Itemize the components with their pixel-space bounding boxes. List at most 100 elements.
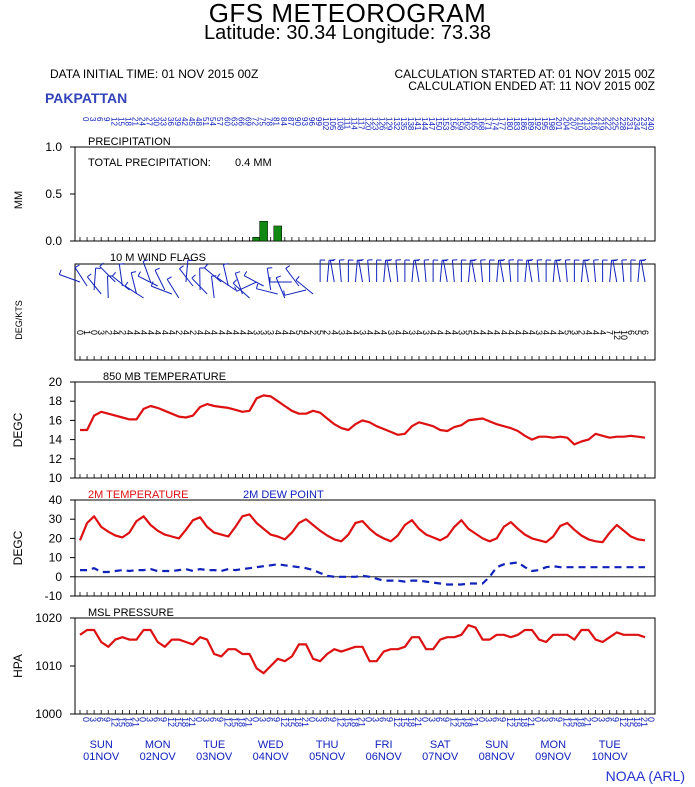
wind-speed-label: 4 <box>195 330 205 335</box>
day-date-label: 09NOV <box>535 751 572 763</box>
top-hour-label: 81 <box>272 117 281 126</box>
wind-barb <box>166 279 180 299</box>
wind-barb-flag <box>285 265 291 269</box>
bottom-hour-label: 9 <box>441 717 451 722</box>
wind-barb <box>536 260 540 283</box>
wind-barb <box>386 260 392 283</box>
wind-barb <box>480 260 484 283</box>
bottom-hour-label: 21 <box>356 717 366 727</box>
wind-barb <box>508 260 512 283</box>
wind-barb-flag <box>223 263 229 266</box>
y-tick-label: -10 <box>45 589 63 603</box>
bottom-hour-label: 15 <box>286 717 296 727</box>
wind-barb-flag <box>142 259 149 262</box>
y-tick-label: 14 <box>49 433 63 447</box>
wind-barb <box>621 260 625 283</box>
top-hour-label: 93 <box>300 117 309 126</box>
y-tick-label: 1000 <box>35 707 62 721</box>
wind-speed-label: 10 <box>619 330 629 340</box>
bottom-hour-label: 0 <box>81 717 91 722</box>
day-date-label: 01NOV <box>83 751 120 763</box>
wind-speed-label: 4 <box>280 330 290 335</box>
top-hour-label: 9 <box>102 117 111 122</box>
wind-speed-label: 4 <box>506 330 516 335</box>
wind-barb <box>118 264 123 287</box>
precip-bar <box>259 221 268 242</box>
credit-label: NOAA (ARL) <box>605 768 685 784</box>
bottom-hour-label: 9 <box>159 717 169 722</box>
top-hour-label: 204 <box>561 117 570 131</box>
wind-barb <box>142 261 152 283</box>
bottom-hour-label: 9 <box>498 717 508 722</box>
bottom-hour-label: 12 <box>448 717 458 727</box>
top-hour-label: 132 <box>392 117 401 131</box>
top-hour-label: 228 <box>618 117 627 131</box>
wind-barb <box>439 260 443 283</box>
top-hour-label: 162 <box>462 117 471 131</box>
top-hour-label: 78 <box>265 117 274 126</box>
wind-ylabel: DEG/KTS <box>14 300 24 340</box>
bottom-hour-label: 21 <box>526 717 536 727</box>
bottom-hour-label: 0 <box>251 717 261 722</box>
wind-speed-label: 4 <box>350 330 360 335</box>
bottom-hour-label: 9 <box>272 717 282 722</box>
top-hour-label: 24 <box>138 117 147 126</box>
wind-speed-label: 5 <box>294 330 304 335</box>
top-hour-label: 42 <box>180 117 189 126</box>
wind-barb <box>99 266 116 283</box>
bottom-hour-label: 3 <box>314 717 324 722</box>
wind-barb-flag <box>216 273 221 278</box>
top-hour-label: 12 <box>109 117 118 126</box>
wind-speed-label: 5 <box>562 330 572 335</box>
wind-speed-label: 4 <box>202 330 212 335</box>
t2m-legend: 2M TEMPERATURE <box>88 489 188 501</box>
wind-barb <box>358 260 363 283</box>
bottom-hour-label: 12 <box>166 717 176 727</box>
wind-frame <box>74 263 656 361</box>
bottom-hour-label: 3 <box>484 717 494 722</box>
bottom-hour-label: 12 <box>335 717 345 727</box>
wind-speed-label: 4 <box>181 330 191 335</box>
top-hour-label: 51 <box>201 117 210 126</box>
wind-barb <box>185 260 189 283</box>
top-hour-label: 219 <box>597 117 606 131</box>
y-tick-label: 16 <box>49 413 63 427</box>
bottom-hour-label: 0 <box>590 717 600 722</box>
wind-barb <box>154 270 166 291</box>
wind-barb <box>59 274 81 283</box>
wind-speed-label: 4 <box>365 330 375 335</box>
wind-barb <box>564 260 568 283</box>
wind-speed-label: 4 <box>160 330 170 335</box>
wind-speed-label: 1 <box>82 330 92 335</box>
bottom-hour-label: 0 <box>194 717 204 722</box>
top-hour-label: 126 <box>378 117 387 131</box>
wind-barb-flag <box>330 259 336 261</box>
wind-barb <box>527 260 533 283</box>
wind-barb <box>285 268 300 287</box>
top-hour-label: 3 <box>88 117 97 122</box>
wind-barb-flag <box>179 265 184 270</box>
wind-barb <box>423 260 427 283</box>
bottom-hour-label: 9 <box>215 717 225 722</box>
calculation-started: CALCULATION STARTED AT: 01 NOV 2015 00Z <box>394 67 655 81</box>
wind-speed-label: 6 <box>640 330 650 335</box>
top-hour-label: 21 <box>130 117 139 126</box>
pressure-ylabel: HPA <box>11 654 25 678</box>
bottom-hour-label: 18 <box>236 717 246 727</box>
wind-barb <box>284 289 307 296</box>
wind-speed-label: 6 <box>626 330 636 335</box>
wind-speed-label: 5 <box>463 330 473 335</box>
wind-speed-label: 2 <box>576 330 586 335</box>
wind-speed-label: 4 <box>442 330 452 335</box>
wind-barb <box>580 260 584 283</box>
top-hour-label: 180 <box>505 117 514 131</box>
wind-barb <box>471 260 476 283</box>
top-hour-label: 240 <box>646 117 655 131</box>
wind-barb-flag <box>154 267 160 271</box>
wind-speed-label: 4 <box>598 330 608 335</box>
wind-speed-label: 4 <box>245 330 255 335</box>
y-tick-label: 10 <box>49 551 63 565</box>
top-hour-label: 117 <box>356 117 365 130</box>
top-hour-label: 108 <box>335 117 344 131</box>
bottom-hour-label: 6 <box>378 717 388 722</box>
